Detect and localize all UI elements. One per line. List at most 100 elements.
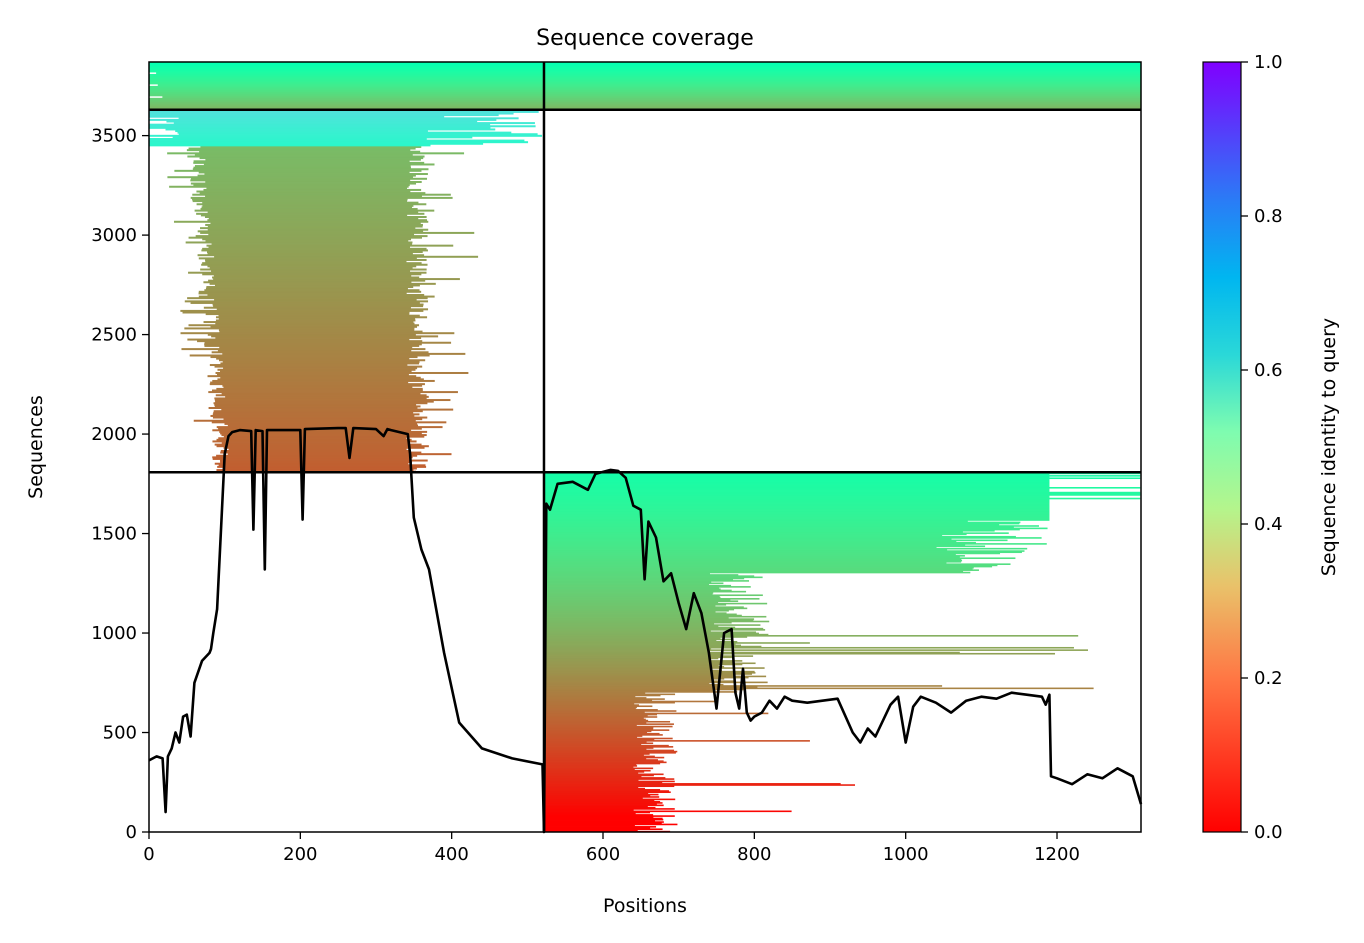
coverage-row [192, 200, 408, 203]
coverage-row [543, 692, 646, 694]
coverage-row [543, 79, 1141, 83]
coverage-row [543, 736, 638, 739]
coverage-row [543, 67, 1141, 71]
coverage-row [543, 812, 636, 815]
coverage-row [185, 241, 413, 244]
coverage-row [543, 631, 757, 634]
colorbar-tick-label: 0.2 [1254, 668, 1283, 689]
coverage-row [543, 99, 1141, 103]
y-axis-ticks: 0 500 1000 1500 2000 2500 3000 3500 [91, 126, 149, 843]
coverage-row [543, 760, 664, 762]
coverage-row [543, 675, 767, 678]
coverage-row [543, 744, 669, 747]
coverage-row [543, 546, 937, 549]
coverage-row [543, 725, 673, 728]
coverage-row [543, 555, 965, 557]
x-axis-label: Positions [603, 895, 687, 917]
coverage-row [543, 816, 654, 819]
coverage-row [198, 171, 410, 174]
coverage-row [222, 467, 417, 470]
coverage-row [215, 319, 416, 322]
coverage-row [204, 216, 427, 218]
coverage-row [543, 709, 658, 711]
coverage-row [543, 607, 748, 610]
coverage-row [149, 126, 491, 129]
coverage-row [543, 796, 660, 798]
coverage-row [192, 168, 429, 171]
coverage-row [543, 664, 719, 667]
coverage-row [543, 603, 727, 606]
coverage-row [543, 482, 1050, 484]
coverage-row [543, 804, 664, 807]
coverage-row [543, 697, 647, 699]
coverage-row [174, 169, 422, 172]
coverage-row [200, 208, 418, 211]
coverage-row [543, 65, 1141, 69]
coverage-row [149, 105, 544, 109]
coverage-row [209, 383, 425, 386]
coverage-row [149, 110, 539, 113]
x-tick-label: 1200 [1034, 844, 1080, 865]
colorbar-ticks: 0.0 0.2 0.4 0.6 0.8 1.0 [1241, 52, 1283, 843]
coverage-row [543, 547, 1028, 550]
coverage-row [212, 276, 420, 279]
coverage-row [543, 512, 1050, 514]
coverage-row [543, 613, 737, 616]
coverage-row [543, 489, 1050, 491]
coverage-row [196, 190, 411, 193]
coverage-row [187, 297, 428, 300]
coverage-row [214, 443, 422, 446]
coverage-row [543, 741, 647, 743]
coverage-row [212, 457, 410, 460]
coverage-row [214, 397, 427, 400]
coverage-row [543, 694, 661, 697]
x-tick-label: 800 [737, 844, 771, 865]
coverage-row [207, 375, 417, 378]
coverage-row [220, 449, 411, 452]
coverage-row [543, 698, 665, 700]
coverage-row [149, 87, 544, 91]
coverage-row [543, 518, 1050, 520]
coverage-row [543, 742, 654, 745]
coverage-row [149, 103, 544, 107]
coverage-row [543, 828, 663, 831]
coverage-row [543, 476, 1050, 478]
coverage-row [543, 508, 1050, 511]
coverage-row [219, 459, 428, 462]
coverage-row [543, 720, 671, 723]
coverage-row [543, 737, 673, 740]
coverage-row [207, 252, 413, 255]
coverage-row [189, 354, 430, 357]
coverage-row [543, 643, 736, 645]
coverage-row [543, 636, 748, 638]
coverage-row [187, 338, 410, 341]
coverage-row [543, 651, 960, 654]
coverage-row [543, 479, 1050, 482]
coverage-row [217, 349, 412, 352]
coverage-row [543, 77, 1141, 81]
coverage-row [543, 657, 719, 660]
coverage-row [212, 440, 417, 443]
coverage-row [211, 335, 439, 338]
coverage-row [543, 510, 1050, 513]
coverage-row [213, 411, 414, 414]
coverage-row [213, 305, 424, 308]
coverage-row [543, 747, 654, 749]
coverage-row [543, 519, 1050, 521]
coverage-row [543, 565, 993, 568]
coverage-row [198, 257, 417, 260]
coverage-row [543, 509, 1050, 512]
coverage-row [543, 817, 663, 820]
coverage-row [543, 490, 1050, 493]
coverage-row [543, 640, 738, 643]
coverage-row [172, 136, 473, 139]
coverage-row [198, 290, 422, 293]
coverage-row [214, 365, 423, 368]
coverage-row [216, 445, 429, 448]
coverage-row [543, 531, 963, 533]
coverage-row [543, 85, 1141, 89]
coverage-row [203, 306, 411, 309]
coverage-row [222, 384, 423, 387]
coverage-row [149, 115, 445, 118]
coverage-row [543, 772, 639, 774]
